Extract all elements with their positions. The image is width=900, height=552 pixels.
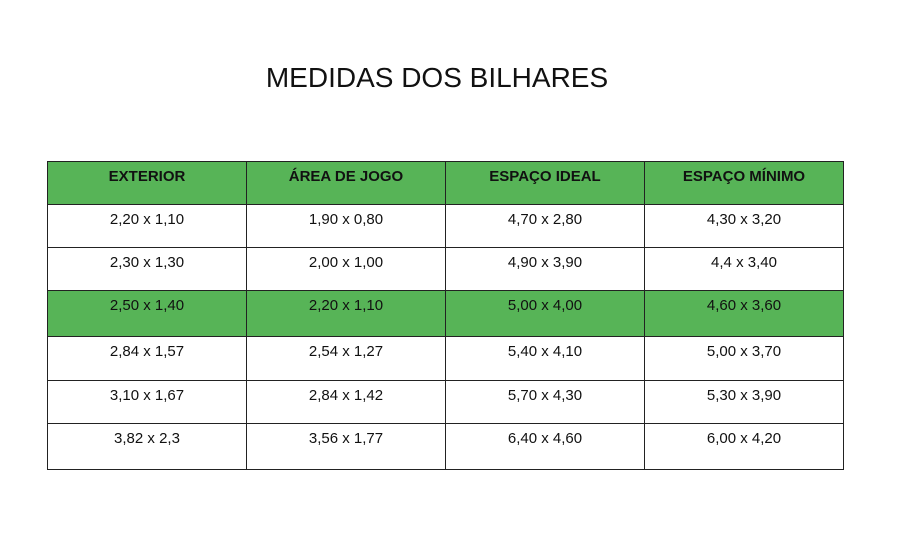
table-cell: 2,20 x 1,10 [246, 290, 446, 337]
table-cell: 2,00 x 1,00 [246, 247, 446, 291]
table-cell: 4,30 x 3,20 [644, 204, 844, 248]
table-cell: 6,00 x 4,20 [644, 423, 844, 470]
page-title: MEDIDAS DOS BILHARES [265, 62, 609, 93]
table-cell: 4,70 x 2,80 [445, 204, 645, 248]
table-row: 2,20 x 1,10 1,90 x 0,80 4,70 x 2,80 4,30 x … [47, 204, 844, 248]
table-cell: 2,20 x 1,10 [47, 204, 247, 248]
table-cell: 4,60 x 3,60 [644, 290, 844, 337]
measurements-table: EXTERIOR ÁREA DE JOGO ESPAÇO IDEAL ESPAÇO M… [47, 161, 844, 470]
table-cell: 5,70 x 4,30 [445, 380, 645, 424]
table-cell: 5,00 x 3,70 [644, 336, 844, 381]
table-cell: 4,4 x 3,40 [644, 247, 844, 291]
table-cell: 5,30 x 3,90 [644, 380, 844, 424]
table-cell: 5,00 x 4,00 [445, 290, 645, 337]
column-header: ÁREA DE JOGO [246, 161, 446, 205]
table-row: 2,30 x 1,30 2,00 x 1,00 4,90 x 3,90 4,4 x 3… [47, 247, 844, 291]
table-cell: 2,30 x 1,30 [47, 247, 247, 291]
table-cell: 4,90 x 3,90 [445, 247, 645, 291]
table-cell: 3,10 x 1,67 [47, 380, 247, 424]
table-cell: 1,90 x 0,80 [246, 204, 446, 248]
column-header: ESPAÇO MÍNIMO [644, 161, 844, 205]
column-header: EXTERIOR [47, 161, 247, 205]
table-cell: 5,40 x 4,10 [445, 336, 645, 381]
table-row: 2,84 x 1,57 2,54 x 1,27 5,40 x 4,10 5,00 x … [47, 336, 844, 381]
table-cell: 2,50 x 1,40 [47, 290, 247, 337]
column-header: ESPAÇO IDEAL [445, 161, 645, 205]
header-row: EXTERIOR ÁREA DE JOGO ESPAÇO IDEAL ESPAÇO M… [47, 161, 844, 205]
table-cell: 2,84 x 1,42 [246, 380, 446, 424]
table-cell: 2,84 x 1,57 [47, 336, 247, 381]
table-row: 2,50 x 1,40 2,20 x 1,10 5,00 x 4,00 4,60 x … [47, 290, 844, 337]
table-row: 3,82 x 2,3 3,56 x 1,77 6,40 x 4,60 6,00 x 4… [47, 423, 844, 470]
table-cell: 6,40 x 4,60 [445, 423, 645, 470]
table-cell: 2,54 x 1,27 [246, 336, 446, 381]
table-cell: 3,82 x 2,3 [47, 423, 247, 470]
table-row: 3,10 x 1,67 2,84 x 1,42 5,70 x 4,30 5,30 x … [47, 380, 844, 424]
table-cell: 3,56 x 1,77 [246, 423, 446, 470]
